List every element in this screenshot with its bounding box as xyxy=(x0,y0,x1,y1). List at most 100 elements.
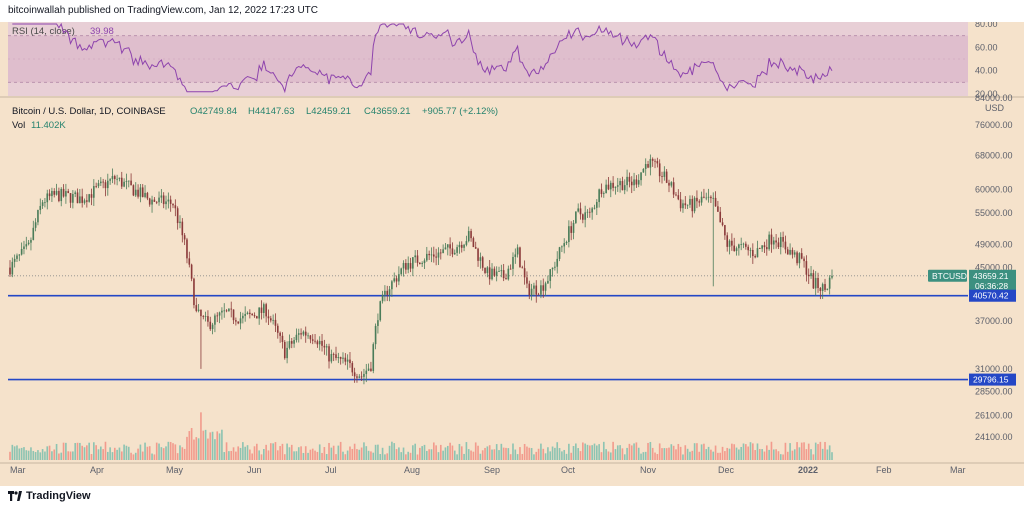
candle-body xyxy=(272,319,274,321)
candle-body xyxy=(244,314,247,316)
volume-bar xyxy=(419,447,421,460)
candle-body xyxy=(731,240,733,246)
candle-body xyxy=(793,252,796,255)
candle xyxy=(379,300,382,322)
volume-bar xyxy=(693,443,696,460)
candle xyxy=(46,189,49,210)
volume-bar xyxy=(67,451,70,460)
btc-chart[interactable]: 80.00 60.00 40.00 20.00 RSI (14, close) 39.98… xyxy=(0,22,1024,486)
volume-bar xyxy=(51,451,53,460)
candle-body xyxy=(444,247,447,250)
candle xyxy=(384,285,386,302)
candle-body xyxy=(768,234,770,250)
candle xyxy=(400,267,403,276)
volume-bar xyxy=(728,448,731,460)
candle-body xyxy=(686,204,689,206)
volume-bar xyxy=(758,448,761,460)
candle xyxy=(9,260,11,277)
candle xyxy=(407,256,410,274)
volume-bar xyxy=(768,449,770,460)
candle xyxy=(276,323,279,339)
volume-bar xyxy=(630,445,633,460)
volume-bar xyxy=(86,445,88,460)
candle xyxy=(763,241,766,253)
volume-bar xyxy=(209,432,212,460)
candle xyxy=(477,247,479,267)
candle xyxy=(651,157,654,167)
candle xyxy=(554,261,556,271)
candle-body xyxy=(209,321,212,330)
volume-bar xyxy=(363,442,365,460)
candle xyxy=(391,280,393,297)
candle-body xyxy=(446,244,449,248)
candle xyxy=(148,197,151,207)
candle xyxy=(614,186,617,195)
candle xyxy=(323,339,326,355)
candle xyxy=(824,278,826,293)
candle xyxy=(472,236,475,248)
candle xyxy=(106,173,109,196)
volume-bar xyxy=(235,451,237,460)
volume-bar xyxy=(428,449,430,460)
candle-body xyxy=(670,182,673,186)
candle xyxy=(658,159,661,183)
volume-bar xyxy=(824,441,826,460)
candle-body xyxy=(593,207,596,209)
tradingview-logo[interactable]: TradingView xyxy=(8,490,91,502)
candle-body xyxy=(160,195,163,198)
volume-bar xyxy=(267,450,270,460)
volume-bar xyxy=(288,447,291,460)
candle-body xyxy=(726,235,729,247)
candle-body xyxy=(176,208,179,224)
volume-bar xyxy=(521,453,524,460)
volume-bar xyxy=(421,446,423,460)
candle xyxy=(34,218,37,232)
candle xyxy=(118,177,121,182)
volume-bar xyxy=(533,454,535,460)
volume-bar xyxy=(225,442,228,460)
time-axis-label: Aug xyxy=(404,465,420,475)
volume-bar xyxy=(295,451,298,460)
candle-body xyxy=(265,304,267,317)
volume-bar xyxy=(726,447,729,460)
candle xyxy=(430,247,433,263)
candle-body xyxy=(325,346,328,348)
candle-body xyxy=(824,284,826,290)
candle xyxy=(39,198,42,215)
volume-bar xyxy=(502,447,505,460)
candle xyxy=(505,273,507,280)
candle-body xyxy=(11,261,14,275)
candle-body xyxy=(523,268,526,278)
candle xyxy=(549,269,552,289)
candle xyxy=(370,361,372,372)
candle-body xyxy=(288,341,291,348)
candle xyxy=(37,209,39,226)
candle xyxy=(162,192,165,209)
candle-body xyxy=(486,267,489,274)
candle-body xyxy=(614,186,617,188)
volume-bar xyxy=(25,450,28,460)
candle-body xyxy=(318,340,321,345)
candle-body xyxy=(146,192,149,199)
candle-body xyxy=(283,341,286,359)
volume-bar xyxy=(353,443,356,460)
volume-bar xyxy=(60,452,63,460)
volume-label: Vol xyxy=(12,120,25,131)
candle xyxy=(591,206,593,220)
candle xyxy=(328,343,330,369)
candle-body xyxy=(430,254,433,256)
volume-bar xyxy=(479,453,482,460)
candle xyxy=(735,246,738,256)
volume-bar xyxy=(535,451,538,460)
candle-body xyxy=(756,248,759,258)
candle-body xyxy=(602,193,605,195)
candle-body xyxy=(568,226,570,242)
candle-body xyxy=(223,310,226,312)
candle-body xyxy=(109,179,111,181)
volume-bar xyxy=(633,443,635,460)
candle-body xyxy=(414,255,416,258)
volume-bar xyxy=(204,429,207,460)
candle-body xyxy=(302,331,305,335)
candle-body xyxy=(374,325,377,345)
candle-body xyxy=(153,199,156,202)
